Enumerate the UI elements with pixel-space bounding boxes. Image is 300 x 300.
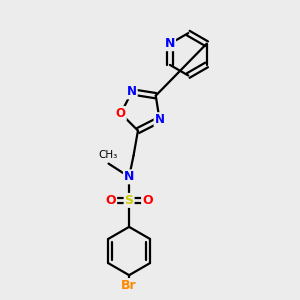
Text: O: O: [106, 194, 116, 207]
Text: O: O: [142, 194, 153, 207]
Text: Br: Br: [121, 279, 137, 292]
Text: N: N: [165, 37, 175, 50]
Text: N: N: [154, 113, 164, 126]
Text: O: O: [116, 107, 126, 120]
Text: CH₃: CH₃: [98, 150, 118, 160]
Text: N: N: [124, 170, 134, 183]
Text: S: S: [124, 194, 134, 207]
Text: N: N: [127, 85, 137, 98]
